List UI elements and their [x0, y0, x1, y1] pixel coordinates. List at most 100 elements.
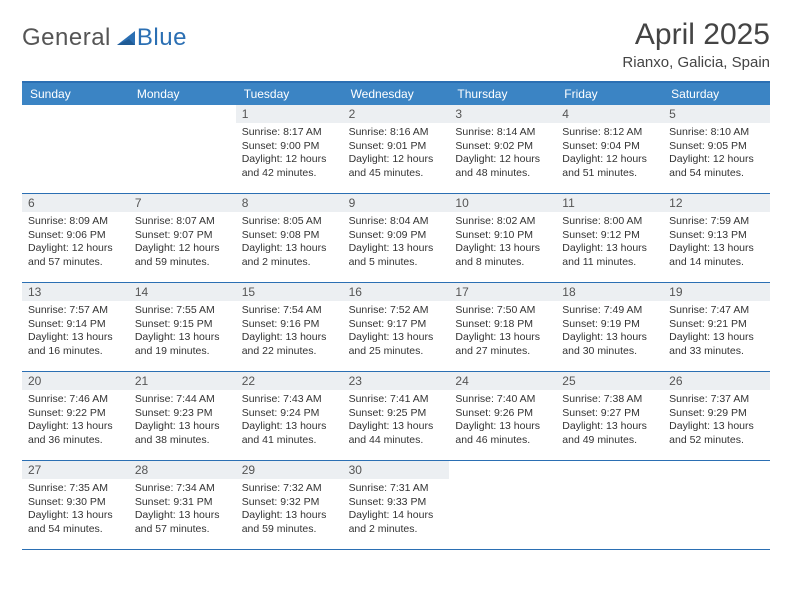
day-detail-line: Daylight: 13 hours: [562, 331, 657, 345]
day-detail-line: and 54 minutes.: [28, 523, 123, 537]
day-detail-line: Daylight: 13 hours: [135, 420, 230, 434]
day-detail-line: and 30 minutes.: [562, 345, 657, 359]
day-detail-line: and 57 minutes.: [28, 256, 123, 270]
day-detail-line: and 46 minutes.: [455, 434, 550, 448]
day-detail-line: and 19 minutes.: [135, 345, 230, 359]
day-details: Sunrise: 8:14 AMSunset: 9:02 PMDaylight:…: [449, 123, 556, 184]
day-detail-line: Sunset: 9:18 PM: [455, 318, 550, 332]
day-detail-line: and 2 minutes.: [349, 523, 444, 537]
day-details: Sunrise: 8:17 AMSunset: 9:00 PMDaylight:…: [236, 123, 343, 184]
day-detail-line: Sunset: 9:25 PM: [349, 407, 444, 421]
day-cell: 21Sunrise: 7:44 AMSunset: 9:23 PMDayligh…: [129, 372, 236, 460]
day-detail-line: and 59 minutes.: [135, 256, 230, 270]
day-detail-line: Sunset: 9:01 PM: [349, 140, 444, 154]
day-details: Sunrise: 8:00 AMSunset: 9:12 PMDaylight:…: [556, 212, 663, 273]
day-detail-line: Daylight: 13 hours: [135, 509, 230, 523]
day-detail-line: Daylight: 12 hours: [455, 153, 550, 167]
day-detail-line: and 16 minutes.: [28, 345, 123, 359]
day-details: Sunrise: 7:32 AMSunset: 9:32 PMDaylight:…: [236, 479, 343, 540]
day-detail-line: Sunrise: 7:37 AM: [669, 393, 764, 407]
day-detail-line: Sunrise: 7:49 AM: [562, 304, 657, 318]
day-cell: 16Sunrise: 7:52 AMSunset: 9:17 PMDayligh…: [343, 283, 450, 371]
day-detail-line: and 57 minutes.: [135, 523, 230, 537]
day-detail-line: Sunset: 9:05 PM: [669, 140, 764, 154]
weekday-monday: Monday: [129, 83, 236, 105]
week-row: 1Sunrise: 8:17 AMSunset: 9:00 PMDaylight…: [22, 105, 770, 194]
day-detail-line: Sunset: 9:32 PM: [242, 496, 337, 510]
day-cell: 9Sunrise: 8:04 AMSunset: 9:09 PMDaylight…: [343, 194, 450, 282]
day-number: 16: [343, 283, 450, 301]
day-detail-line: and 48 minutes.: [455, 167, 550, 181]
day-cell: [22, 105, 129, 193]
header: General Blue April 2025 Rianxo, Galicia,…: [22, 18, 770, 71]
day-details: Sunrise: 8:09 AMSunset: 9:06 PMDaylight:…: [22, 212, 129, 273]
day-detail-line: and 22 minutes.: [242, 345, 337, 359]
day-detail-line: Daylight: 13 hours: [242, 331, 337, 345]
day-details: Sunrise: 8:16 AMSunset: 9:01 PMDaylight:…: [343, 123, 450, 184]
day-detail-line: Sunrise: 8:17 AM: [242, 126, 337, 140]
day-detail-line: Daylight: 13 hours: [669, 420, 764, 434]
day-detail-line: and 41 minutes.: [242, 434, 337, 448]
day-details: Sunrise: 8:10 AMSunset: 9:05 PMDaylight:…: [663, 123, 770, 184]
day-detail-line: Sunrise: 7:47 AM: [669, 304, 764, 318]
day-detail-line: Sunset: 9:33 PM: [349, 496, 444, 510]
day-number: 20: [22, 372, 129, 390]
day-detail-line: Sunset: 9:24 PM: [242, 407, 337, 421]
day-detail-line: Sunset: 9:30 PM: [28, 496, 123, 510]
day-detail-line: Daylight: 13 hours: [242, 420, 337, 434]
day-number: 21: [129, 372, 236, 390]
day-detail-line: Sunset: 9:23 PM: [135, 407, 230, 421]
weekday-wednesday: Wednesday: [343, 83, 450, 105]
day-detail-line: Sunset: 9:17 PM: [349, 318, 444, 332]
title-block: April 2025 Rianxo, Galicia, Spain: [622, 18, 770, 71]
weekday-saturday: Saturday: [663, 83, 770, 105]
day-details: Sunrise: 7:41 AMSunset: 9:25 PMDaylight:…: [343, 390, 450, 451]
day-details: Sunrise: 7:37 AMSunset: 9:29 PMDaylight:…: [663, 390, 770, 451]
day-detail-line: and 44 minutes.: [349, 434, 444, 448]
day-detail-line: Daylight: 13 hours: [28, 331, 123, 345]
day-detail-line: Daylight: 13 hours: [349, 242, 444, 256]
day-details: Sunrise: 7:59 AMSunset: 9:13 PMDaylight:…: [663, 212, 770, 273]
day-details: Sunrise: 7:34 AMSunset: 9:31 PMDaylight:…: [129, 479, 236, 540]
day-cell: 5Sunrise: 8:10 AMSunset: 9:05 PMDaylight…: [663, 105, 770, 193]
day-detail-line: Sunrise: 7:40 AM: [455, 393, 550, 407]
day-cell: [449, 461, 556, 549]
day-number: 25: [556, 372, 663, 390]
day-detail-line: Sunset: 9:09 PM: [349, 229, 444, 243]
weekday-thursday: Thursday: [449, 83, 556, 105]
day-cell: 10Sunrise: 8:02 AMSunset: 9:10 PMDayligh…: [449, 194, 556, 282]
day-detail-line: Daylight: 13 hours: [135, 331, 230, 345]
day-cell: [663, 461, 770, 549]
day-cell: 18Sunrise: 7:49 AMSunset: 9:19 PMDayligh…: [556, 283, 663, 371]
weekday-header-row: SundayMondayTuesdayWednesdayThursdayFrid…: [22, 83, 770, 105]
day-cell: 12Sunrise: 7:59 AMSunset: 9:13 PMDayligh…: [663, 194, 770, 282]
day-detail-line: Sunset: 9:22 PM: [28, 407, 123, 421]
day-detail-line: Sunrise: 8:16 AM: [349, 126, 444, 140]
day-detail-line: Sunrise: 7:50 AM: [455, 304, 550, 318]
day-cell: 2Sunrise: 8:16 AMSunset: 9:01 PMDaylight…: [343, 105, 450, 193]
day-cell: 23Sunrise: 7:41 AMSunset: 9:25 PMDayligh…: [343, 372, 450, 460]
sail-icon: [115, 29, 137, 47]
day-detail-line: Sunset: 9:21 PM: [669, 318, 764, 332]
day-details: Sunrise: 7:54 AMSunset: 9:16 PMDaylight:…: [236, 301, 343, 362]
day-detail-line: and 5 minutes.: [349, 256, 444, 270]
day-details: Sunrise: 7:47 AMSunset: 9:21 PMDaylight:…: [663, 301, 770, 362]
day-details: Sunrise: 7:31 AMSunset: 9:33 PMDaylight:…: [343, 479, 450, 540]
day-detail-line: Sunset: 9:06 PM: [28, 229, 123, 243]
day-number: 11: [556, 194, 663, 212]
day-cell: 26Sunrise: 7:37 AMSunset: 9:29 PMDayligh…: [663, 372, 770, 460]
day-detail-line: Daylight: 13 hours: [669, 331, 764, 345]
day-details: Sunrise: 8:05 AMSunset: 9:08 PMDaylight:…: [236, 212, 343, 273]
day-detail-line: and 59 minutes.: [242, 523, 337, 537]
day-detail-line: Sunset: 9:19 PM: [562, 318, 657, 332]
day-detail-line: Sunrise: 7:31 AM: [349, 482, 444, 496]
day-number: 30: [343, 461, 450, 479]
day-number: 9: [343, 194, 450, 212]
day-detail-line: Sunrise: 7:59 AM: [669, 215, 764, 229]
day-detail-line: Sunrise: 7:35 AM: [28, 482, 123, 496]
day-detail-line: Sunrise: 7:34 AM: [135, 482, 230, 496]
day-cell: 7Sunrise: 8:07 AMSunset: 9:07 PMDaylight…: [129, 194, 236, 282]
day-detail-line: Daylight: 12 hours: [669, 153, 764, 167]
day-details: Sunrise: 8:02 AMSunset: 9:10 PMDaylight:…: [449, 212, 556, 273]
day-cell: 27Sunrise: 7:35 AMSunset: 9:30 PMDayligh…: [22, 461, 129, 549]
